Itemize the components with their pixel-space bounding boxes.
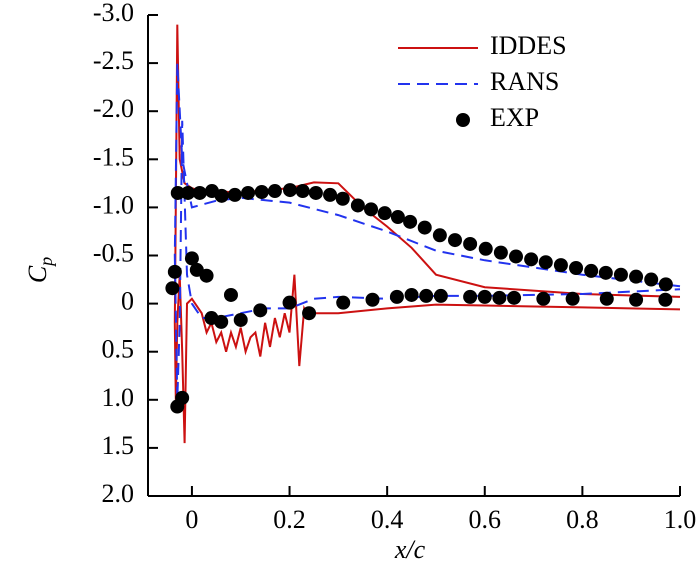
x-tick-label: 0.6 [469, 505, 502, 534]
point [184, 251, 199, 266]
y-axis-label-main: C [23, 265, 52, 283]
point [175, 390, 190, 405]
point [447, 233, 462, 248]
point [214, 314, 229, 329]
y-tick-label: 1.0 [102, 383, 135, 412]
point [364, 202, 379, 217]
point [181, 185, 196, 200]
point [253, 303, 268, 318]
point [417, 220, 432, 235]
point [233, 312, 248, 327]
y-tick-label: -2.0 [93, 94, 134, 123]
point [336, 295, 351, 310]
point [365, 292, 380, 307]
x-tick-label: 0 [185, 505, 198, 534]
point [658, 277, 673, 292]
x-tick-label: 1.0 [664, 505, 697, 534]
point [192, 185, 207, 200]
point [463, 236, 478, 251]
point [167, 264, 182, 279]
point [419, 288, 434, 303]
point [389, 289, 404, 304]
point [432, 228, 447, 243]
point [613, 267, 628, 282]
point [629, 292, 644, 307]
point [403, 214, 418, 229]
point [282, 295, 297, 310]
point [629, 269, 644, 284]
point [644, 272, 659, 287]
y-tick-label: -0.5 [93, 238, 134, 267]
y-axis-label-sub: p [36, 257, 56, 268]
point [478, 241, 493, 256]
y-tick-label: -1.5 [93, 142, 134, 171]
point [493, 245, 508, 260]
legend-label: RANS [490, 67, 559, 96]
point [335, 191, 350, 206]
x-tick-label: 0.8 [566, 505, 599, 534]
point [227, 187, 242, 202]
point [584, 263, 599, 278]
point [536, 291, 551, 306]
point [350, 198, 365, 213]
point [254, 185, 269, 200]
point [658, 292, 673, 307]
point [553, 258, 568, 273]
point [302, 306, 317, 321]
point [524, 252, 539, 267]
point [507, 290, 522, 305]
point [165, 281, 180, 296]
point [170, 185, 185, 200]
point [390, 210, 405, 225]
y-tick-label: 0 [121, 287, 134, 316]
point [404, 287, 419, 302]
point [565, 291, 580, 306]
x-tick-label: 0.2 [273, 505, 306, 534]
point [477, 289, 492, 304]
point [598, 265, 613, 280]
y-tick-label: 1.5 [102, 431, 135, 460]
legend-swatch [456, 113, 470, 127]
point [509, 249, 524, 264]
y-tick-label: -1.0 [93, 190, 134, 219]
legend-label: IDDES [490, 31, 567, 60]
point [377, 206, 392, 221]
y-tick-label: 0.5 [102, 335, 135, 364]
point [323, 187, 338, 202]
point [569, 261, 584, 276]
y-tick-label: -2.5 [93, 46, 134, 75]
y-tick-label: 2.0 [102, 479, 135, 508]
point [433, 288, 448, 303]
legend-label: EXP [490, 103, 539, 132]
point [241, 185, 256, 200]
point [599, 291, 614, 306]
point [492, 290, 507, 305]
point [308, 185, 323, 200]
point [283, 183, 298, 198]
point [267, 184, 282, 199]
point [199, 268, 214, 283]
point [463, 289, 478, 304]
point [223, 287, 238, 302]
point [214, 188, 229, 203]
x-tick-label: 0.4 [371, 505, 404, 534]
line-1 [173, 63, 681, 400]
x-axis-label: x/c [394, 535, 426, 564]
point [538, 255, 553, 270]
point [295, 184, 310, 199]
y-tick-label: -3.0 [93, 0, 134, 27]
y-axis-label: Cp [23, 257, 56, 283]
